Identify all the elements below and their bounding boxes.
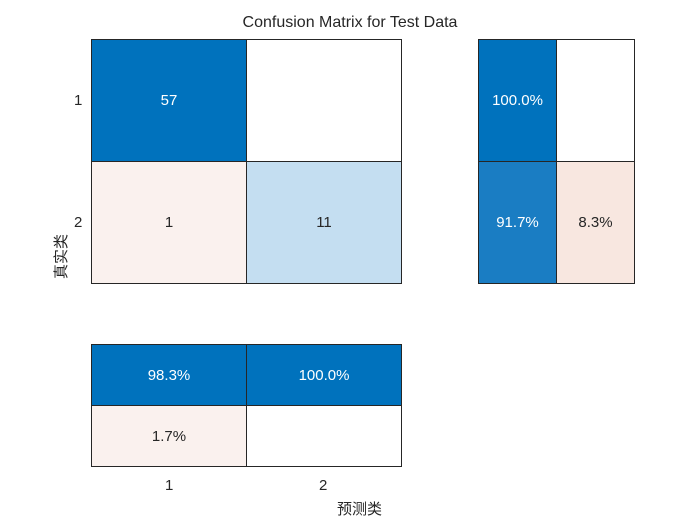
matrix-cell-1-2 (246, 39, 402, 162)
matrix-cell-2-1-label: 1 (164, 214, 174, 231)
matrix-cell-1-1-label: 57 (160, 92, 178, 109)
matrix-cell-2-2-label: 11 (316, 214, 332, 231)
column-summary-cell-1-1-label: 98.3% (147, 366, 191, 384)
column-summary-cell-2-1: 1.7% (91, 405, 247, 467)
column-summary-cell-1-2: 100.0% (246, 344, 402, 406)
matrix-cell-2-1: 1 (91, 161, 247, 284)
y-tick-2: 2 (74, 214, 83, 231)
row-summary-cell-2-1-label: 91.7% (496, 214, 539, 231)
column-summary-cell-2-1-label: 1.7% (151, 427, 187, 445)
x-tick-2: 2 (319, 477, 328, 494)
column-summary-cell-2-2 (246, 405, 402, 467)
matrix-cell-1-1: 57 (91, 39, 247, 162)
row-summary-cell-1-2 (556, 39, 635, 162)
row-summary-cell-2-2: 8.3% (556, 161, 635, 284)
row-summary-cell-2-2-label: 8.3% (578, 214, 613, 231)
x-axis-label: 预测类 (337, 500, 383, 518)
chart-title: Confusion Matrix for Test Data (242, 14, 458, 31)
row-summary-cell-2-1: 91.7% (478, 161, 557, 284)
matrix-cell-2-2: 11 (246, 161, 402, 284)
column-summary-cell-1-2-label: 100.0% (298, 366, 350, 384)
y-tick-1: 1 (74, 92, 83, 109)
row-summary-cell-1-1-label: 100.0% (492, 92, 543, 109)
x-tick-1: 1 (165, 477, 174, 494)
row-summary-cell-1-1: 100.0% (478, 39, 557, 162)
column-summary-cell-1-1: 98.3% (91, 344, 247, 406)
y-axis-label: 真实类 (52, 233, 71, 280)
